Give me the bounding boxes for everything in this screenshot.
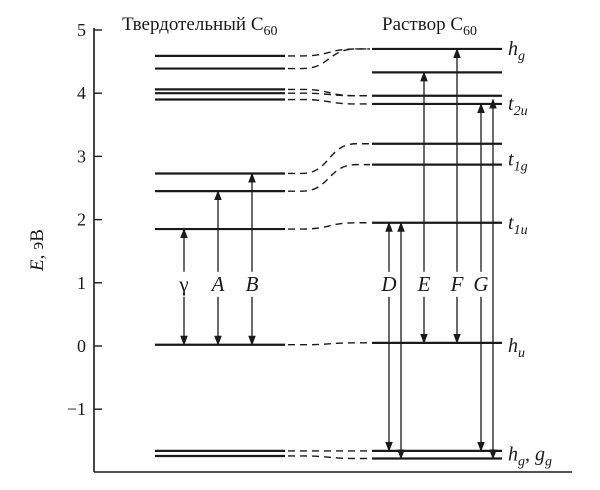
y-tick-label: 3: [77, 146, 86, 166]
state-label-hg-top: hg: [508, 38, 525, 64]
state-labels: hg t2u t1g t1u hu hg, gg: [508, 38, 552, 470]
arrow-label-mask: [176, 271, 192, 297]
arrow-label-D-left: D: [380, 272, 396, 296]
dashed-connector: [288, 222, 370, 230]
dashed-connector: [288, 455, 370, 460]
arrow-label-E: E: [417, 272, 431, 296]
state-label-t1u: t1u: [508, 212, 528, 238]
y-tick-label: 1: [77, 273, 86, 293]
arrow-label-B: B: [246, 272, 259, 296]
arrow-label-gamma: γ: [178, 272, 188, 296]
arrow-label-mask: [208, 271, 228, 297]
arrow-label-mask: [447, 271, 467, 297]
dashed-connector: [288, 48, 370, 70]
arrow-label-G-left: G: [473, 272, 488, 296]
state-label-t1g: t1g: [508, 149, 528, 175]
arrow-label-F: F: [450, 272, 464, 296]
arrow-label-mask: [471, 271, 491, 297]
dashed-connector: [288, 92, 370, 97]
y-axis-label: E, эВ: [27, 229, 48, 272]
y-axis-ticks: 5 4 3 2 1 0 −1: [67, 20, 102, 419]
level-connectors: [288, 48, 370, 460]
y-tick-label: 4: [77, 83, 86, 103]
solid-header: Твердотельный C60: [122, 14, 278, 39]
arrow-label-mask: [414, 271, 434, 297]
arrow-label-mask: [379, 271, 399, 297]
solution-levels: [372, 47, 502, 460]
state-label-hg-gg: hg, gg: [508, 444, 552, 470]
y-tick-label: 2: [77, 210, 86, 230]
state-label-hu: hu: [508, 335, 525, 361]
y-tick-label: 0: [77, 336, 86, 356]
dashed-connector: [288, 342, 370, 346]
dashed-connector: [288, 88, 370, 97]
dashed-connector: [288, 143, 370, 175]
y-tick-label: −1: [67, 399, 86, 419]
solid-levels: [155, 54, 285, 458]
arrow-label-A: A: [210, 272, 225, 296]
solution-header: Раствор C60: [382, 14, 477, 39]
dashed-connector: [288, 163, 370, 192]
y-tick-label: 5: [77, 20, 86, 40]
arrow-label-mask: [242, 271, 262, 297]
dashed-connector: [288, 98, 370, 105]
dashed-connector: [288, 48, 370, 57]
state-label-t2u: t2u: [508, 93, 528, 119]
